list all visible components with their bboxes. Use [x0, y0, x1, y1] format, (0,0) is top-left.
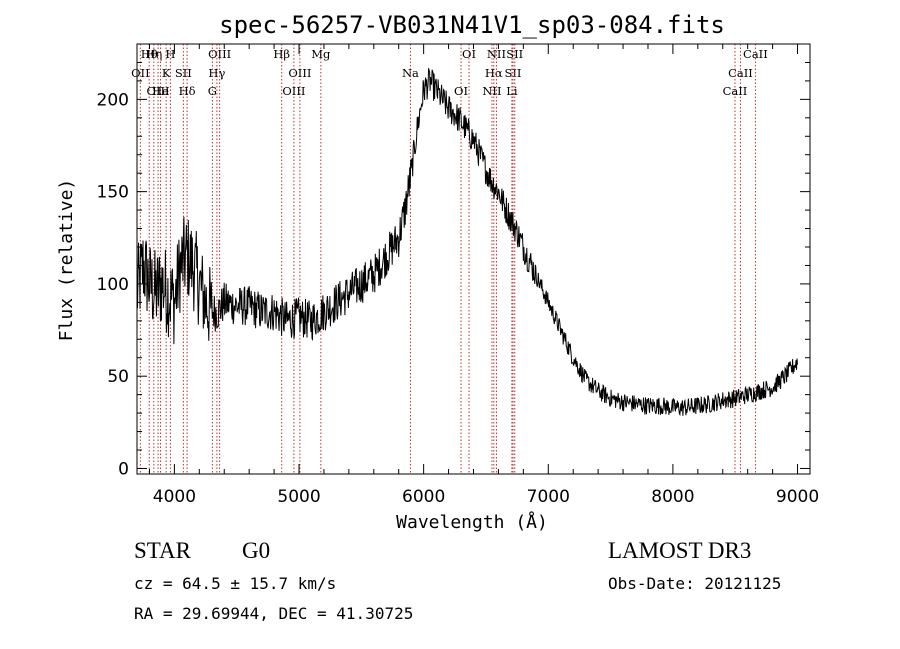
line-label: OI — [462, 47, 476, 61]
chart-title: spec-56257-VB031N41V1_sp03-084.fits — [219, 11, 725, 39]
y-tick-label: 150 — [97, 183, 129, 203]
line-label: Hθ — [141, 47, 158, 61]
line-label: G — [208, 84, 217, 98]
line-label: OIII — [147, 84, 170, 98]
y-tick-label: 200 — [97, 90, 129, 110]
line-label: SII — [175, 66, 192, 80]
x-tick-label: 5000 — [277, 487, 320, 507]
line-label: NII — [487, 47, 506, 61]
line-label: NII — [482, 84, 501, 98]
line-label: H — [165, 47, 175, 61]
line-label: CaII — [723, 84, 748, 98]
line-label: OIII — [288, 66, 311, 80]
spectrum-series — [136, 68, 798, 417]
x-axis-label: Wavelength (Å) — [396, 511, 548, 533]
line-label: OII — [131, 66, 150, 80]
y-tick-label: 50 — [107, 367, 129, 387]
line-label: Hδ — [179, 84, 196, 98]
survey-name: LAMOST DR3 — [608, 538, 752, 563]
x-tick-label: 7000 — [527, 487, 570, 507]
line-label: He — [152, 84, 169, 98]
y-tick-label: 0 — [118, 459, 129, 479]
spectrum-line — [136, 68, 798, 417]
axis-ticks: 4000 5000 6000 7000 8000 9000 0 50 100 150 200 — [97, 44, 819, 507]
x-tick-label: 8000 — [651, 487, 694, 507]
obs-date: Obs-Date: 20121125 — [608, 574, 782, 593]
line-label: Na — [402, 66, 419, 80]
plot-frame — [136, 43, 811, 475]
line-label: CaII — [728, 66, 753, 80]
line-label: CaII — [743, 47, 768, 61]
emission-line-markers: HθOIIOIIIHηKHeHSIIHδOIIIHγGHβOIIIOIIIMgN… — [131, 44, 768, 474]
x-tick-label: 6000 — [402, 487, 445, 507]
redshift-text: cz = 64.5 ± 15.7 km/s — [134, 574, 337, 593]
line-label: OIII — [208, 47, 231, 61]
line-label: K — [162, 66, 171, 80]
line-label: Hα — [485, 66, 503, 80]
x-tick-label: 9000 — [776, 487, 819, 507]
line-label: OI — [454, 84, 468, 98]
y-axis-label: Flux (relative) — [56, 179, 77, 342]
line-label: Mg — [311, 47, 331, 61]
object-class: STAR — [134, 538, 191, 563]
line-label: Li — [506, 84, 518, 98]
line-label: SII — [506, 47, 523, 61]
line-label: SII — [505, 66, 522, 80]
y-tick-label: 100 — [97, 275, 129, 295]
line-label: Hη — [145, 47, 162, 61]
object-subclass: G0 — [242, 538, 271, 563]
line-label: Hγ — [208, 66, 225, 80]
ra-dec: RA = 29.69944, DEC = 41.30725 — [134, 604, 414, 623]
line-label: OIII — [282, 84, 305, 98]
x-tick-label: 4000 — [153, 487, 196, 507]
line-label: Hβ — [273, 47, 290, 61]
